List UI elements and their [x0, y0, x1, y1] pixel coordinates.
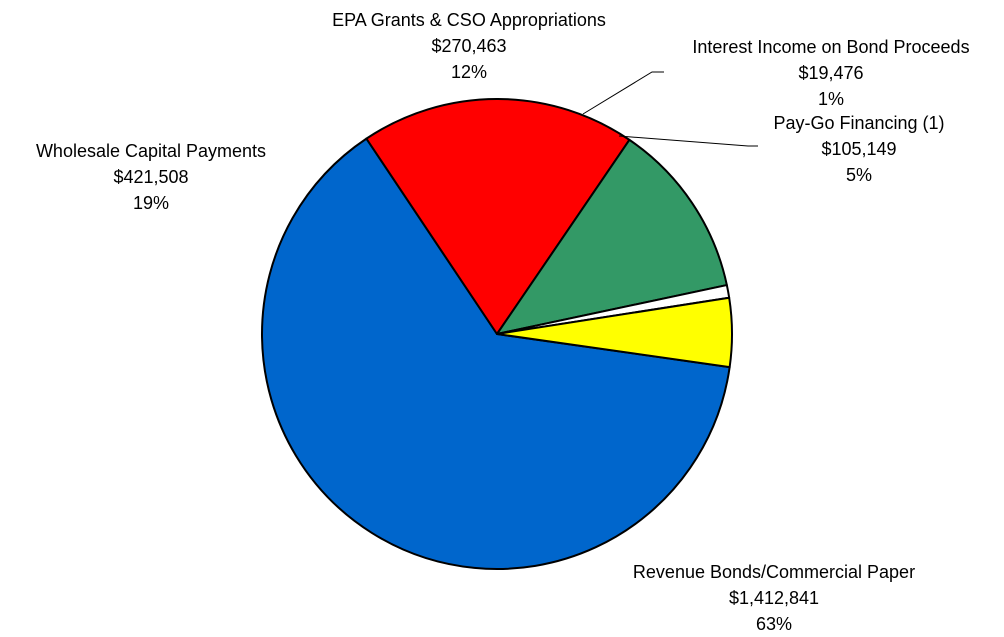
slice-wholesale-capital	[365, 98, 631, 335]
slice-value-text: $270,463	[431, 36, 506, 56]
slice-pay-go	[496, 296, 733, 369]
leader-line-interest-income	[582, 71, 664, 115]
slice-label-text: Pay-Go Financing (1)	[773, 113, 944, 133]
slice-value-text: $105,149	[821, 139, 896, 159]
slice-label-text: Interest Income on Bond Proceeds	[692, 37, 969, 57]
slice-label-interest-income: Interest Income on Bond Proceeds $19,476…	[692, 37, 969, 109]
leader-line-pay-go	[618, 135, 758, 147]
slice-label-epa-grants: EPA Grants & CSO Appropriations $270,463…	[332, 10, 606, 82]
slice-value-text: $1,412,841	[729, 588, 819, 608]
slice-value-text: $19,476	[798, 63, 863, 83]
slice-label-text: Wholesale Capital Payments	[36, 141, 266, 161]
slice-percent-text: 5%	[846, 165, 872, 185]
slice-percent-text: 12%	[451, 62, 487, 82]
slice-label-text: Revenue Bonds/Commercial Paper	[633, 562, 915, 582]
slice-percent-text: 63%	[756, 614, 792, 634]
slice-revenue-bonds	[261, 137, 731, 570]
pie-slices	[261, 98, 733, 570]
slice-percent-text: 19%	[133, 193, 169, 213]
slice-label-pay-go: Pay-Go Financing (1) $105,149 5%	[773, 113, 944, 185]
leader-lines	[582, 71, 758, 147]
slice-epa-grants	[496, 138, 728, 335]
slice-label-wholesale-capital: Wholesale Capital Payments $421,508 19%	[36, 141, 266, 213]
slice-value-text: $421,508	[113, 167, 188, 187]
slice-percent-text: 1%	[818, 89, 844, 109]
slice-label-revenue-bonds: Revenue Bonds/Commercial Paper $1,412,84…	[633, 562, 915, 634]
slice-label-text: EPA Grants & CSO Appropriations	[332, 10, 606, 30]
